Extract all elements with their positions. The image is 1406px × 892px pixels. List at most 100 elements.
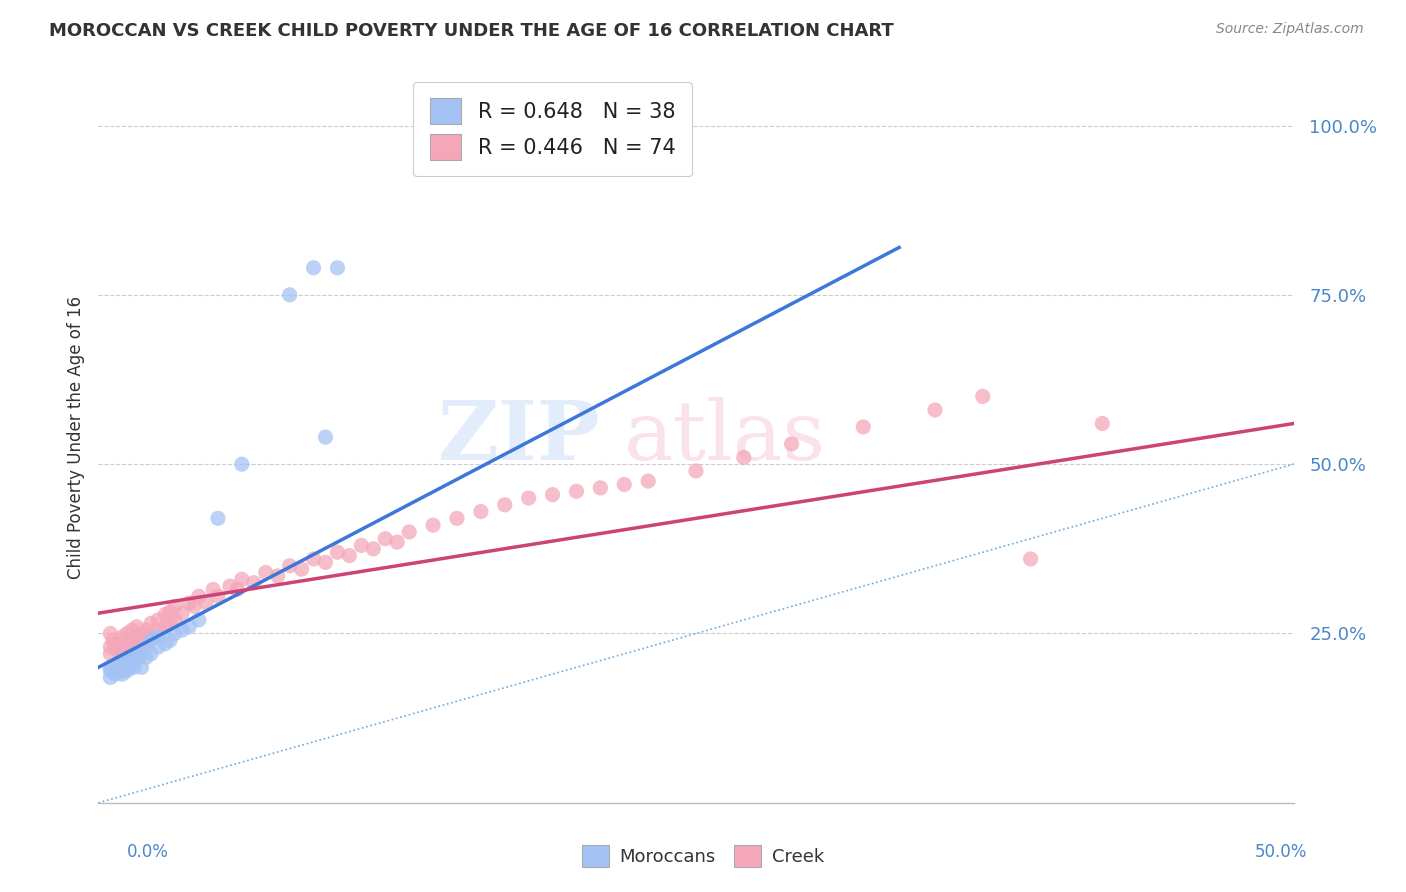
Point <box>148 613 170 627</box>
Point <box>302 552 325 566</box>
Point <box>924 403 946 417</box>
Point <box>131 637 153 651</box>
Point <box>398 524 420 539</box>
Text: Source: ZipAtlas.com: Source: ZipAtlas.com <box>1216 22 1364 37</box>
Text: MOROCCAN VS CREEK CHILD POVERTY UNDER THE AGE OF 16 CORRELATION CHART: MOROCCAN VS CREEK CHILD POVERTY UNDER TH… <box>49 22 894 40</box>
Point <box>111 647 134 661</box>
Point <box>148 623 170 637</box>
Point <box>852 420 875 434</box>
Point <box>135 640 157 654</box>
Point <box>339 549 361 563</box>
Point <box>124 640 146 654</box>
Point <box>350 538 373 552</box>
Point <box>159 633 181 648</box>
Point <box>111 664 134 678</box>
Point <box>118 650 141 665</box>
Point <box>107 664 129 678</box>
Text: 0.0%: 0.0% <box>127 843 169 861</box>
Point <box>163 626 186 640</box>
Point <box>254 566 277 580</box>
Point <box>107 643 129 657</box>
Legend: R = 0.648   N = 38, R = 0.446   N = 74: R = 0.648 N = 38, R = 0.446 N = 74 <box>413 82 692 177</box>
Point <box>124 647 146 661</box>
Point <box>139 633 162 648</box>
Point <box>98 660 122 674</box>
Point <box>1019 552 1042 566</box>
Point <box>115 643 138 657</box>
Point <box>972 389 994 403</box>
Point <box>172 606 194 620</box>
Point <box>1091 417 1114 431</box>
Point <box>159 616 181 631</box>
Point <box>565 484 588 499</box>
Point <box>363 541 385 556</box>
Point <box>187 613 209 627</box>
Legend: Moroccans, Creek: Moroccans, Creek <box>575 838 831 874</box>
Point <box>780 437 803 451</box>
Point <box>231 572 253 586</box>
Point <box>124 654 146 668</box>
Point <box>494 498 516 512</box>
Point <box>111 660 134 674</box>
Point <box>118 633 141 648</box>
Point <box>98 640 122 654</box>
Point <box>131 626 153 640</box>
Point <box>118 660 141 674</box>
Point <box>385 535 409 549</box>
Point <box>118 641 141 656</box>
Point <box>111 667 134 681</box>
Point <box>207 511 229 525</box>
Point <box>589 481 612 495</box>
Point <box>163 599 186 614</box>
Point <box>115 637 138 651</box>
Point <box>172 623 194 637</box>
Point <box>202 582 225 597</box>
Point <box>115 664 138 678</box>
Point <box>226 582 249 597</box>
Point <box>111 654 134 668</box>
Point <box>315 430 337 444</box>
Point <box>115 626 138 640</box>
Point <box>148 640 170 654</box>
Point <box>131 647 153 661</box>
Point <box>139 616 162 631</box>
Point <box>517 491 540 505</box>
Point <box>291 562 314 576</box>
Point <box>267 569 290 583</box>
Point <box>111 630 134 644</box>
Point <box>187 589 209 603</box>
Point <box>98 626 122 640</box>
Point <box>422 518 444 533</box>
Point <box>121 623 143 637</box>
Point <box>163 613 186 627</box>
Point <box>135 633 157 648</box>
Point <box>128 650 150 665</box>
Point <box>135 650 157 665</box>
Point <box>148 630 170 644</box>
Point <box>315 555 337 569</box>
Point <box>613 477 636 491</box>
Point <box>207 589 229 603</box>
Point <box>302 260 325 275</box>
Point <box>98 664 122 678</box>
Point <box>104 667 127 681</box>
Text: atlas: atlas <box>624 397 827 477</box>
Point <box>155 637 177 651</box>
Point <box>195 596 218 610</box>
Point <box>637 474 659 488</box>
Point <box>179 596 201 610</box>
Point <box>124 630 146 644</box>
Point <box>139 630 162 644</box>
Point <box>541 488 564 502</box>
Point <box>219 579 242 593</box>
Point <box>101 633 124 648</box>
Point <box>111 640 134 654</box>
Point <box>124 660 146 674</box>
Point <box>107 657 129 671</box>
Point <box>470 505 492 519</box>
Text: 50.0%: 50.0% <box>1256 843 1308 861</box>
Point <box>107 637 129 651</box>
Point <box>139 647 162 661</box>
Point <box>446 511 468 525</box>
Point <box>231 457 253 471</box>
